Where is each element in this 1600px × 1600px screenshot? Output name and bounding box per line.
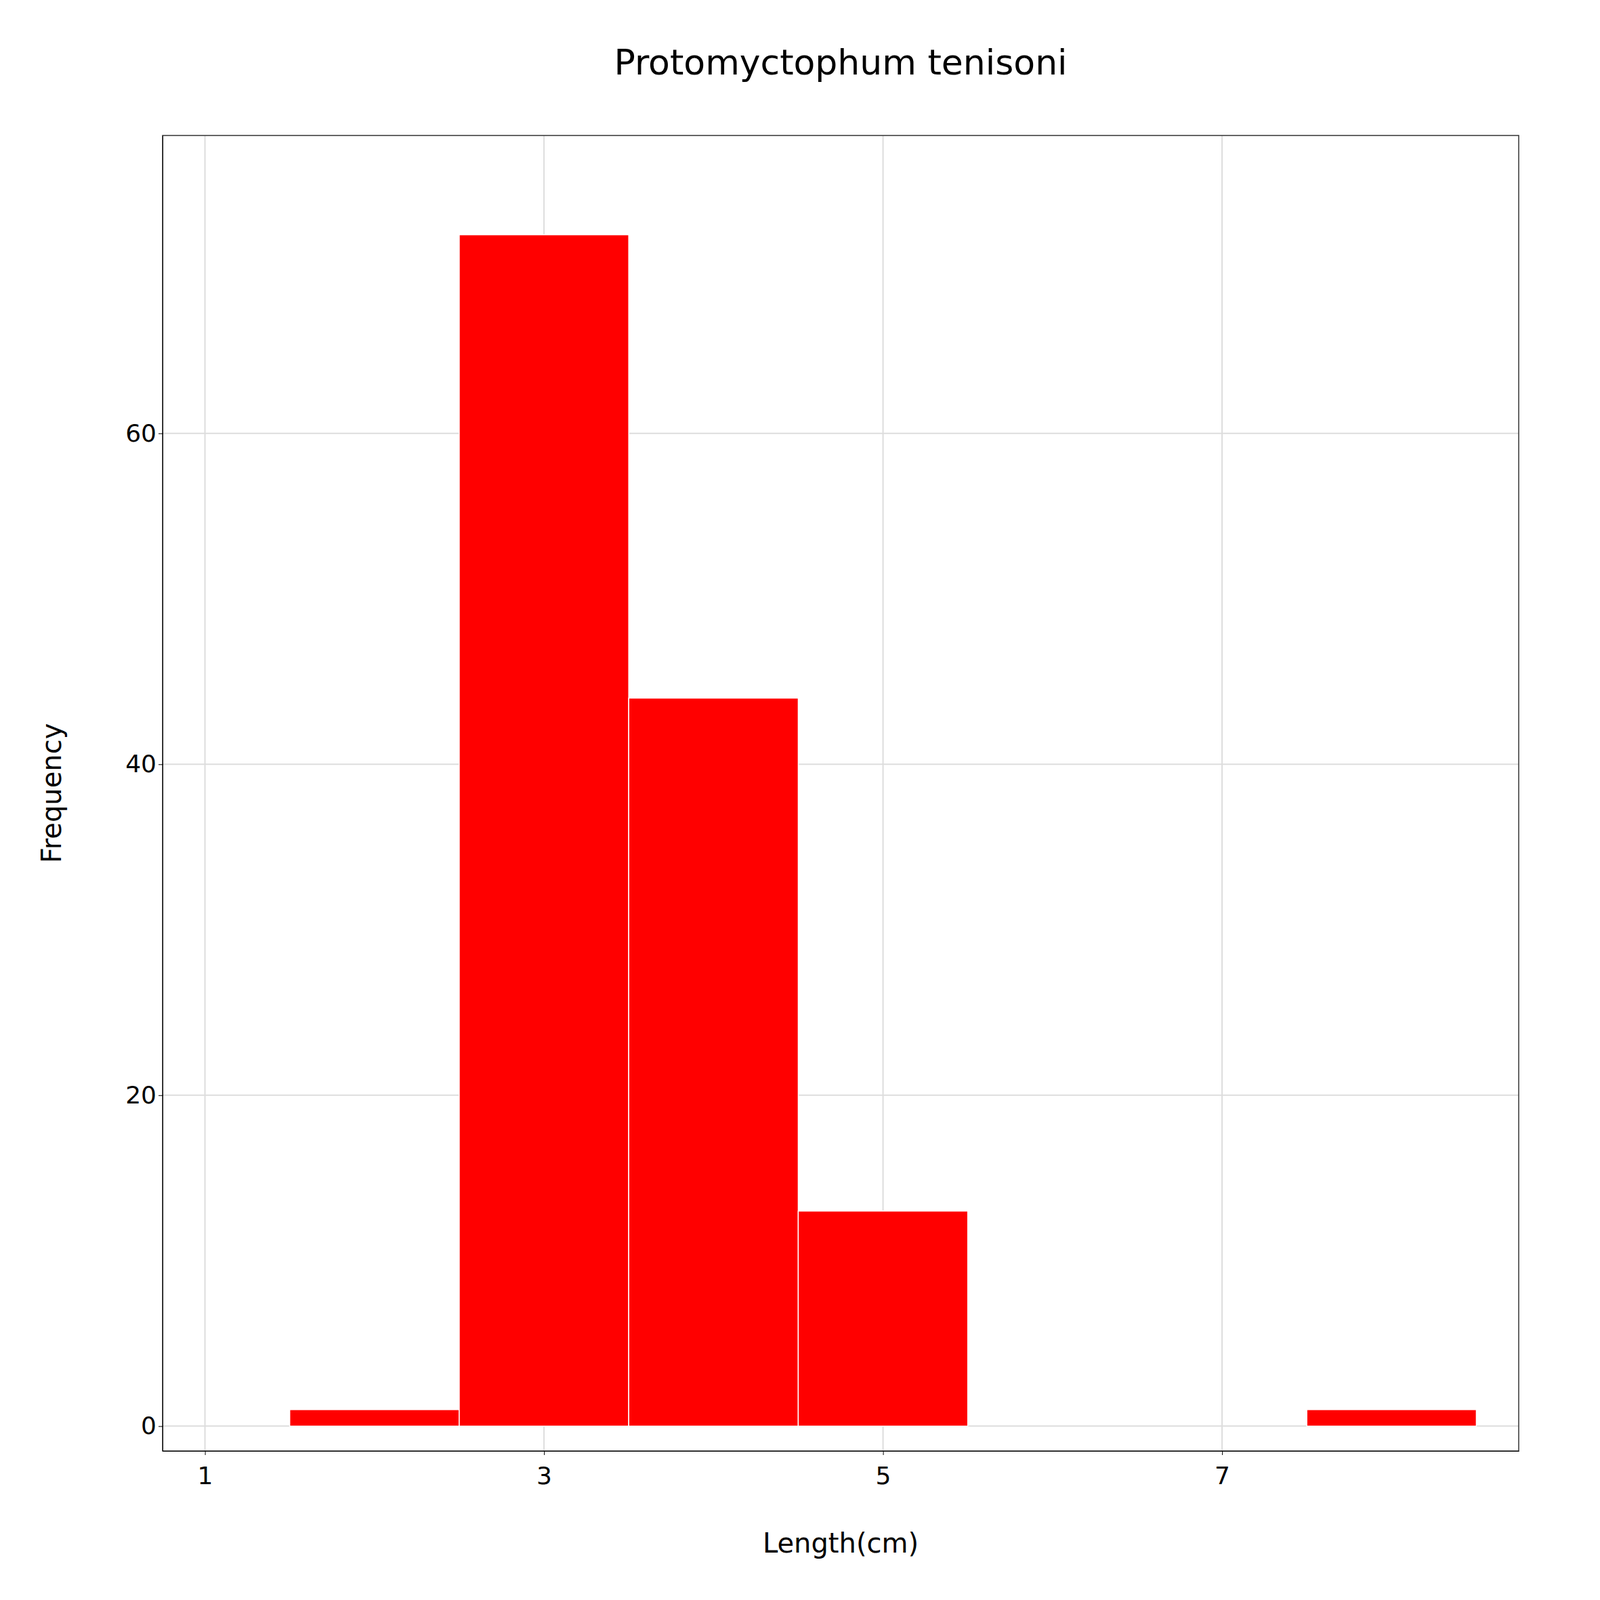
grid-line [1221,135,1223,1451]
x-tick: 5 [875,1450,892,1490]
grid-line [162,432,1519,435]
y-tick-mark [158,1095,163,1097]
x-tick-mark [205,1450,206,1456]
y-tick-label: 40 [125,749,157,778]
grid-line [162,763,1519,765]
y-axis-title: Frequency [35,723,68,864]
grid [162,135,1519,1451]
y-tick: 20 [125,1081,163,1109]
y-axis-line [162,136,164,1452]
bar [797,1211,968,1427]
chart: 1 3 5 7 0 20 40 60 Protomyctophum tenisoni Length… [0,0,1600,1600]
x-axis-line [163,1450,1520,1452]
grid-line [162,1094,1519,1097]
bar [628,698,798,1427]
title: Protomyctophum tenisoni [613,41,1067,83]
x-tick-label: 7 [1214,1461,1231,1490]
y-tick: 0 [140,1411,163,1440]
x-tick: 7 [1214,1450,1231,1490]
bars [289,235,1477,1427]
y-tick-mark [158,1425,163,1427]
bar [459,235,629,1427]
y-tick-label: 20 [125,1081,157,1109]
x-tick: 3 [536,1450,553,1490]
bar [289,1409,460,1426]
x-tick-label: 5 [875,1461,892,1490]
y-axis: 0 20 40 60 [125,136,163,1452]
x-tick-label: 3 [536,1461,553,1490]
x-tick-mark [1222,1450,1223,1456]
bar [1306,1409,1477,1426]
x-tick: 1 [197,1450,214,1490]
y-tick: 60 [125,419,163,448]
grid-line [204,135,206,1451]
y-tick-label: 0 [140,1411,157,1440]
plot: 1 3 5 7 0 20 40 60 [125,135,1519,1490]
x-axis: 1 3 5 7 [163,1450,1520,1490]
x-tick-mark [883,1450,884,1456]
x-tick-mark [543,1450,545,1456]
y-tick-mark [158,433,163,435]
plot-frame [162,135,1519,1451]
y-tick-mark [158,764,163,765]
x-axis-title: Length(cm) [762,1527,919,1559]
y-tick-label: 60 [125,419,157,448]
x-tick-label: 1 [197,1461,214,1490]
y-tick: 40 [125,749,163,778]
